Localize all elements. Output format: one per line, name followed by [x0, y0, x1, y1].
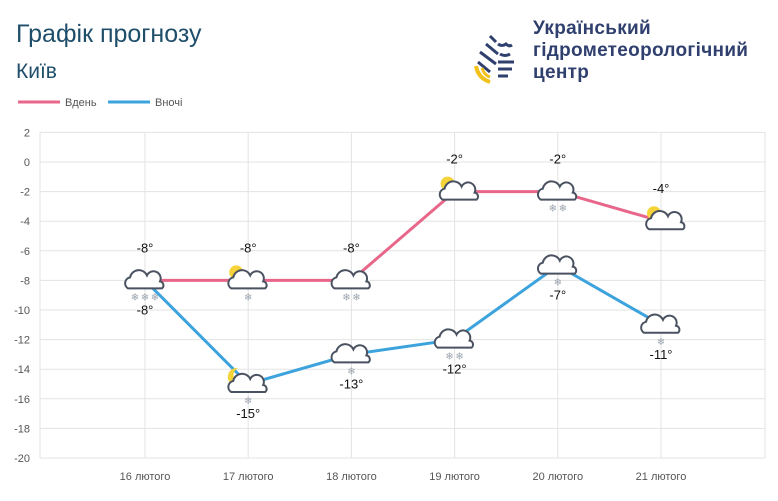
data-label: -8° [343, 240, 360, 255]
cloud-icon [227, 269, 268, 290]
cloud-icon [640, 313, 681, 334]
cloud-icon [645, 210, 686, 231]
cloud-icon [438, 180, 479, 201]
data-label: -15° [236, 406, 260, 421]
data-label: -12° [443, 362, 467, 377]
data-label: -11° [649, 347, 672, 362]
city-name: Київ [16, 60, 57, 83]
x-tick-label: 19 лютого [429, 471, 480, 483]
snowflake-icon: ❄ [244, 396, 252, 407]
cloud-icon [124, 269, 165, 290]
legend-label: Вночі [155, 97, 182, 109]
legend-label: Вдень [65, 97, 97, 109]
data-label: -8° [137, 240, 154, 255]
y-tick-label: -14 [14, 364, 30, 376]
snowflake-icon: ❄ [445, 352, 453, 363]
y-tick-label: -12 [14, 335, 30, 347]
ugmc-logo-icon [474, 34, 514, 84]
x-tick-label: 16 лютого [120, 471, 171, 483]
series-line-1 [143, 263, 662, 386]
data-label: -2° [446, 152, 463, 167]
cloud-icon [227, 372, 268, 393]
snowflake-icon: ❄ [657, 337, 665, 348]
org-line: гідрометеорологічний [533, 40, 749, 61]
x-tick-label: 21 лютого [636, 471, 687, 483]
y-tick-label: -18 [14, 423, 30, 435]
snowflake-icon: ❄ [347, 366, 355, 377]
y-tick-label: 2 [24, 127, 30, 139]
cloud-icon [433, 328, 474, 349]
y-tick-label: -8 [20, 275, 30, 287]
snowflake-icon: ❄ [141, 292, 149, 303]
cloud-icon [536, 180, 578, 201]
snowflake-icon: ❄ [342, 292, 350, 303]
snowflake-icon: ❄ [554, 278, 562, 289]
snowflake-icon: ❄ [352, 292, 360, 303]
data-label: -7° [549, 288, 566, 303]
data-label: -13° [339, 376, 363, 391]
snowflake-icon: ❄ [151, 292, 159, 303]
cloud-icon [330, 269, 371, 290]
cloud-icon [330, 343, 371, 364]
snowflake-icon: ❄ [549, 204, 557, 215]
data-label: -4° [653, 181, 670, 196]
x-tick-label: 20 лютого [532, 471, 583, 483]
organization-name: Український гідрометеорологічний центр [533, 18, 748, 84]
snowflake-icon: ❄ [244, 292, 252, 303]
y-tick-label: -20 [14, 453, 30, 465]
org-line: Український [533, 18, 652, 39]
org-line: центр [533, 62, 590, 83]
y-tick-label: 0 [24, 157, 30, 169]
y-tick-label: -16 [14, 394, 30, 406]
y-tick-label: -10 [14, 305, 30, 317]
x-tick-label: 17 лютого [223, 471, 274, 483]
x-tick-label: 18 лютого [326, 471, 377, 483]
data-label: -8° [240, 240, 257, 255]
page-title: Графік прогнозу [16, 20, 202, 48]
snowflake-icon: ❄ [131, 292, 139, 303]
snowflake-icon: ❄ [455, 352, 463, 363]
snowflake-icon: ❄ [559, 204, 567, 215]
series-line-0 [145, 190, 662, 282]
data-label: -2° [549, 152, 566, 167]
y-tick-label: -2 [20, 187, 30, 199]
y-tick-label: -4 [20, 216, 30, 228]
y-tick-label: -6 [20, 246, 30, 258]
cloud-icon [536, 254, 578, 275]
data-label: -8° [137, 302, 154, 317]
